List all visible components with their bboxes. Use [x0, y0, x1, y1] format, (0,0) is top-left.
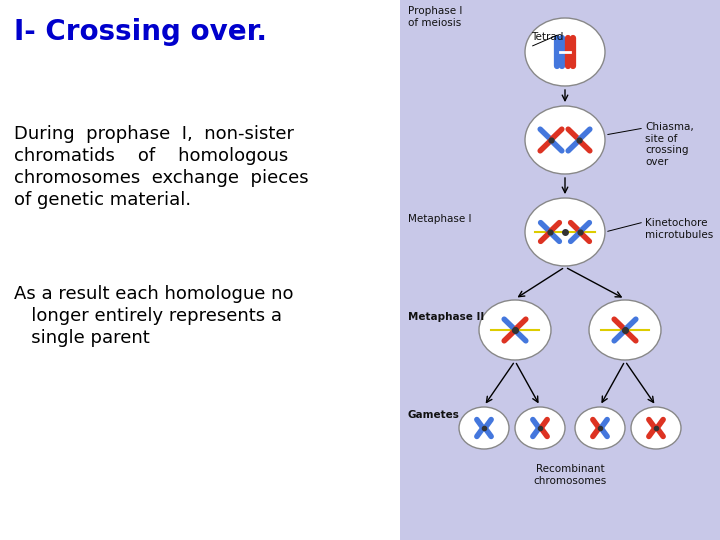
- Text: chromatids    of    homologous: chromatids of homologous: [14, 147, 288, 165]
- Text: Recombinant
chromosomes: Recombinant chromosomes: [534, 464, 607, 485]
- Text: Chiasma,
site of
crossing
over: Chiasma, site of crossing over: [645, 122, 694, 167]
- Text: Prophase I
of meiosis: Prophase I of meiosis: [408, 6, 462, 28]
- Text: Metaphase II: Metaphase II: [408, 312, 485, 322]
- Ellipse shape: [525, 106, 605, 174]
- Bar: [400, 0, 720, 540]
- Text: Kinetochore
microtubules: Kinetochore microtubules: [645, 218, 714, 240]
- Ellipse shape: [515, 407, 565, 449]
- Text: Gametes: Gametes: [408, 410, 460, 420]
- Text: chromosomes  exchange  pieces: chromosomes exchange pieces: [14, 169, 309, 187]
- Bar: [0, 0, 400, 540]
- Text: single parent: single parent: [14, 329, 150, 347]
- Text: As a result each homologue no: As a result each homologue no: [14, 285, 294, 303]
- Ellipse shape: [479, 300, 551, 360]
- Ellipse shape: [575, 407, 625, 449]
- Text: of genetic material.: of genetic material.: [14, 191, 191, 209]
- Text: longer entirely represents a: longer entirely represents a: [14, 307, 282, 325]
- Text: I- Crossing over.: I- Crossing over.: [14, 18, 267, 46]
- Ellipse shape: [589, 300, 661, 360]
- Ellipse shape: [631, 407, 681, 449]
- Text: During  prophase  I,  non-sister: During prophase I, non-sister: [14, 125, 294, 143]
- Ellipse shape: [525, 18, 605, 86]
- Ellipse shape: [459, 407, 509, 449]
- Ellipse shape: [525, 198, 605, 266]
- Text: Metaphase I: Metaphase I: [408, 214, 472, 224]
- Text: Tetrad: Tetrad: [531, 32, 563, 42]
